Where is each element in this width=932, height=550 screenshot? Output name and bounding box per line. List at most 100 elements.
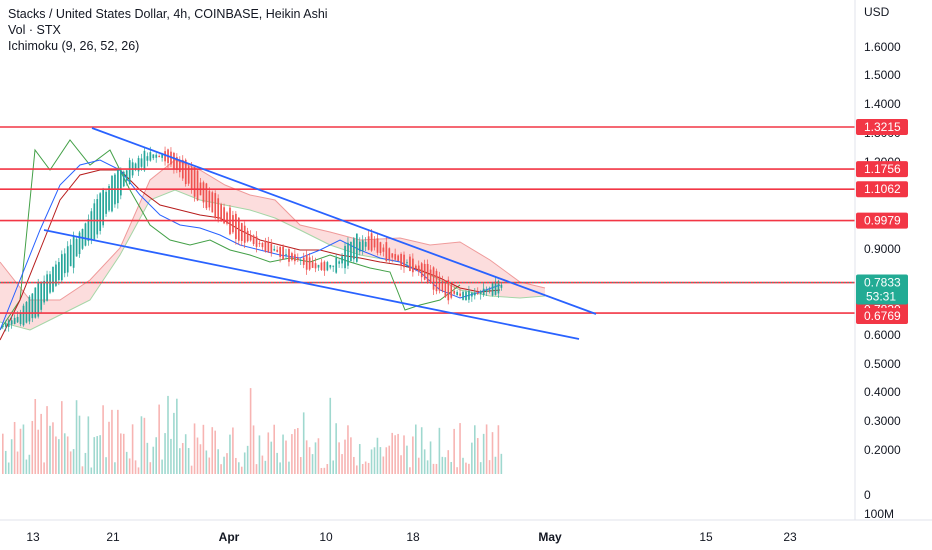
price-tag-label: 1.1756 bbox=[864, 162, 901, 176]
volume-bar bbox=[456, 467, 458, 474]
candle-body bbox=[96, 199, 99, 235]
trendlines[interactable] bbox=[43, 127, 597, 340]
candles bbox=[2, 146, 503, 332]
candle-body bbox=[494, 281, 497, 295]
volume-bar bbox=[385, 447, 388, 474]
volume-bar bbox=[49, 425, 51, 474]
candle-body bbox=[288, 249, 290, 262]
candle-body bbox=[297, 257, 299, 261]
y-tick-label: 1.6000 bbox=[864, 40, 901, 54]
volume-bar bbox=[426, 460, 429, 474]
candle-body bbox=[335, 257, 338, 273]
candle-body bbox=[128, 160, 131, 185]
volume-bar bbox=[199, 444, 202, 474]
volume-bar bbox=[90, 467, 93, 474]
volume-bar bbox=[379, 447, 382, 474]
candle-body bbox=[341, 256, 343, 264]
candle-body bbox=[447, 279, 450, 301]
volume-bar bbox=[350, 437, 352, 474]
volume-bar bbox=[391, 432, 393, 474]
candle-body bbox=[13, 317, 16, 325]
volume-bar bbox=[120, 433, 122, 474]
candle-body bbox=[294, 254, 296, 262]
candle-body bbox=[2, 325, 4, 328]
price-tag-box bbox=[856, 119, 908, 136]
candle-body bbox=[326, 262, 329, 271]
candle-body bbox=[409, 256, 411, 272]
candle-body bbox=[108, 186, 110, 211]
volume-bar bbox=[332, 460, 334, 474]
x-tick-label: 15 bbox=[699, 530, 713, 544]
candle-body bbox=[267, 242, 270, 253]
volume-bar bbox=[190, 465, 193, 474]
candle-body bbox=[370, 233, 373, 251]
candle-body bbox=[385, 242, 388, 262]
legend-volume[interactable]: Vol · STX bbox=[8, 23, 61, 37]
candle-body bbox=[105, 191, 107, 214]
candle-body bbox=[102, 189, 104, 226]
volume-bar bbox=[167, 395, 169, 474]
price-tag-label: 0.6769 bbox=[864, 309, 901, 323]
volume-bar bbox=[323, 467, 326, 474]
candle-body bbox=[435, 270, 438, 292]
volume-bar bbox=[338, 442, 340, 474]
candle-body bbox=[146, 156, 149, 161]
volume-bar bbox=[364, 461, 367, 474]
candle-body bbox=[187, 166, 190, 184]
x-tick-label: 18 bbox=[406, 530, 420, 544]
volume-bar bbox=[43, 462, 45, 474]
volume-bar bbox=[181, 443, 184, 474]
candle-body bbox=[140, 158, 143, 167]
volume-bar bbox=[258, 435, 261, 474]
volume-bar bbox=[93, 437, 96, 474]
current-price-label: 0.7833 bbox=[864, 275, 901, 289]
x-tick-label: 13 bbox=[26, 530, 40, 544]
horizontal-levels[interactable] bbox=[0, 126, 855, 314]
volume-bar bbox=[140, 416, 143, 474]
volume-bar bbox=[291, 434, 293, 474]
volume-bars bbox=[2, 388, 503, 474]
candle-body bbox=[40, 281, 43, 310]
candle-body bbox=[122, 171, 125, 187]
candle-body bbox=[52, 266, 54, 292]
volume-bar bbox=[376, 437, 379, 474]
candle-body bbox=[184, 159, 187, 185]
candle-body bbox=[226, 212, 228, 224]
candle-body bbox=[302, 257, 305, 265]
candle-body bbox=[143, 150, 146, 171]
volume-bar bbox=[453, 428, 455, 474]
candle-body bbox=[261, 242, 264, 248]
candle-body bbox=[10, 320, 13, 325]
candle-body bbox=[193, 167, 196, 197]
legend-ichimoku[interactable]: Ichimoku (9, 26, 52, 26) bbox=[8, 39, 140, 53]
volume-bar bbox=[16, 451, 19, 474]
candle-body bbox=[61, 254, 63, 281]
price-tag-box bbox=[856, 308, 908, 325]
volume-bar bbox=[243, 452, 246, 474]
volume-bar bbox=[128, 458, 131, 474]
volume-bar bbox=[417, 457, 420, 474]
candle-body bbox=[450, 284, 453, 298]
volume-bar bbox=[329, 397, 332, 474]
candle-body bbox=[37, 282, 40, 317]
volume-bar bbox=[143, 417, 146, 474]
volume-bar bbox=[87, 416, 90, 474]
volume-bar bbox=[264, 460, 267, 474]
volume-bar bbox=[297, 428, 299, 474]
volume-bar bbox=[78, 415, 81, 474]
candle-body bbox=[429, 269, 432, 283]
candle-body bbox=[314, 263, 317, 269]
volume-bar bbox=[409, 467, 411, 474]
candle-body bbox=[497, 280, 500, 294]
candle-body bbox=[152, 154, 155, 159]
candle-body bbox=[202, 182, 205, 203]
volume-bar bbox=[494, 456, 497, 474]
volume-bar bbox=[356, 465, 358, 474]
candle-body bbox=[161, 154, 163, 158]
candle-body bbox=[99, 193, 102, 231]
volume-bar bbox=[444, 457, 447, 474]
legend-title[interactable]: Stacks / United States Dollar, 4h, COINB… bbox=[8, 7, 328, 21]
candle-body bbox=[111, 175, 113, 212]
volume-bar bbox=[137, 467, 140, 474]
